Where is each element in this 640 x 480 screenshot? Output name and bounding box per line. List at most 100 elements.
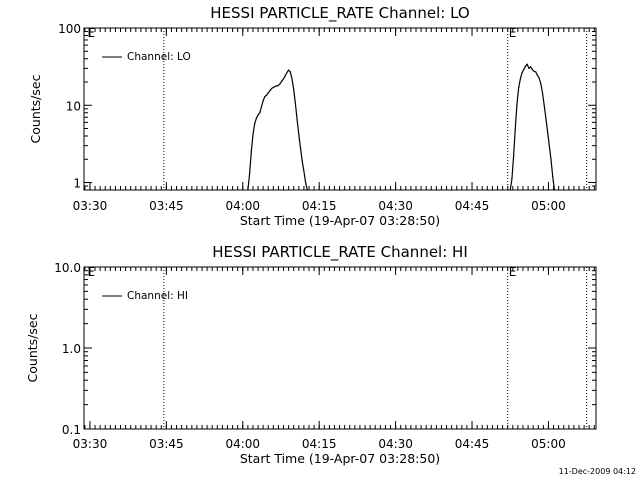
data-point	[303, 170, 305, 172]
data-point	[541, 92, 544, 94]
x-tick-label: 04:00	[225, 199, 260, 213]
y-tick-label: 1	[73, 177, 81, 191]
data-point	[294, 103, 296, 105]
data-point	[514, 127, 516, 130]
x-tick-label: 03:30	[73, 437, 108, 451]
data-point	[271, 87, 273, 90]
data-point	[535, 71, 537, 73]
x-tick-label: 04:30	[378, 199, 413, 213]
data-point	[282, 78, 285, 80]
data-point	[523, 68, 525, 71]
x-tick-label: 05:00	[531, 437, 566, 451]
data-point	[291, 78, 293, 80]
x-tick-label: 04:45	[455, 199, 490, 213]
x-tick-label: 04:15	[302, 437, 337, 451]
chart-panel-lo: HESSI PARTICLE_RATE Channel: LO 03:30 03:4…	[28, 4, 597, 228]
data-point	[262, 100, 264, 102]
event-marker: E	[87, 26, 95, 40]
x-tick-label: 04:45	[455, 437, 490, 451]
x-tick-label: 04:00	[225, 437, 260, 451]
x-tick-label: 03:30	[73, 199, 108, 213]
data-point	[264, 95, 266, 98]
data-point	[279, 83, 281, 85]
x-tick-label: 05:00	[531, 199, 566, 213]
data-point	[538, 77, 540, 79]
data-point	[540, 83, 542, 85]
chart-title: HESSI PARTICLE_RATE Channel: HI	[212, 243, 468, 262]
data-point	[509, 189, 511, 191]
y-axis-label: Counts/sec	[25, 313, 40, 382]
data-point	[531, 68, 533, 71]
x-tick-label: 03:45	[149, 437, 184, 451]
data-point	[259, 112, 261, 114]
data-point	[552, 175, 554, 177]
data-point	[301, 160, 303, 162]
data-point	[521, 72, 523, 74]
data-point	[519, 78, 522, 80]
data-point	[254, 122, 256, 125]
data-point	[298, 133, 300, 135]
data-point	[247, 189, 249, 191]
data-point	[286, 72, 288, 74]
data-point	[281, 80, 283, 82]
data-point	[543, 104, 545, 106]
data-point	[526, 63, 528, 65]
data-point	[553, 189, 556, 191]
x-axis-label: Start Time (19-Apr-07 03:28:50)	[240, 451, 440, 466]
legend-label: Channel: LO	[127, 51, 191, 63]
data-point	[530, 66, 532, 68]
data-point	[250, 151, 252, 153]
event-vline-label: E	[509, 26, 517, 40]
data-point	[528, 67, 530, 69]
data-point	[524, 65, 527, 67]
data-point	[516, 103, 518, 105]
event-marker: E	[87, 265, 95, 279]
legend-label: Channel: HI	[127, 290, 188, 302]
data-point	[289, 71, 291, 73]
data-point	[545, 117, 547, 119]
x-tick-label: 03:45	[149, 199, 184, 213]
data-point	[269, 90, 271, 92]
y-tick-label: 100	[58, 22, 81, 36]
chart-title: HESSI PARTICLE_RATE Channel: LO	[210, 4, 469, 23]
data-point	[274, 85, 276, 88]
data-point	[272, 86, 274, 89]
y-tick-label: 10.0	[54, 261, 81, 275]
x-tick-label: 04:30	[378, 437, 413, 451]
data-point	[306, 189, 308, 191]
data-point	[511, 178, 513, 180]
y-tick-label: 0.1	[62, 423, 81, 437]
footer-timestamp: 11-Dec-2009 04:12	[559, 467, 636, 476]
series-line	[247, 69, 308, 191]
y-tick-label: 10	[66, 99, 81, 113]
y-axis-label: Counts/sec	[28, 74, 43, 143]
data-point	[305, 181, 307, 184]
data-point	[284, 75, 286, 77]
data-point	[252, 133, 254, 135]
data-point	[293, 88, 295, 91]
data-point	[257, 114, 259, 116]
data-point	[550, 158, 552, 160]
chart-panel-hi: HESSI PARTICLE_RATE Channel: HI 03:30 03:4…	[25, 243, 597, 466]
data-point	[276, 85, 278, 87]
data-point	[288, 69, 290, 71]
data-point	[255, 117, 257, 119]
data-point	[296, 119, 298, 121]
data-point	[249, 173, 251, 175]
event-vline-label: E	[509, 265, 517, 279]
data-point	[513, 155, 515, 157]
data-point	[548, 145, 550, 147]
data-point	[547, 131, 549, 133]
data-point	[277, 84, 279, 87]
x-axis-label: Start Time (19-Apr-07 03:28:50)	[240, 213, 440, 228]
data-point	[299, 147, 302, 149]
data-point	[536, 74, 539, 76]
data-point	[518, 86, 520, 89]
data-point	[266, 94, 268, 96]
x-tick-label: 04:15	[302, 199, 337, 213]
data-point	[260, 106, 263, 108]
y-tick-label: 1.0	[62, 342, 81, 356]
data-point	[267, 92, 269, 94]
